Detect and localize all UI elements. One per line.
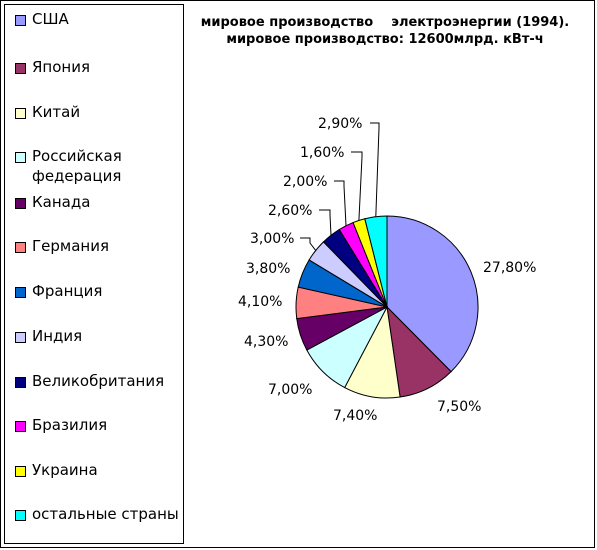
legend-swatch — [15, 242, 26, 253]
legend-item: Украина — [15, 460, 182, 480]
legend-label: Индия — [32, 327, 83, 345]
legend-swatch — [15, 287, 26, 298]
legend-swatch — [15, 63, 26, 74]
data-label: 27,80% — [483, 260, 536, 276]
data-label: 7,40% — [333, 408, 377, 424]
title-line-1: мировое производство электроэнергии (199… — [200, 15, 570, 30]
data-label: 1,60% — [300, 145, 344, 161]
legend-item: Канада — [15, 192, 182, 212]
legend-label: Бразилия — [32, 416, 108, 434]
title-line-2: мировое производство: 12600млрд. кВт-ч — [226, 32, 544, 47]
data-label: 3,80% — [246, 261, 290, 277]
leader-line — [370, 122, 380, 217]
leader-line — [300, 237, 317, 251]
data-label: 4,10% — [238, 294, 282, 310]
legend-label: Великобритания — [32, 372, 165, 390]
legend-label: Франция — [32, 282, 103, 300]
legend-item: США — [15, 9, 182, 29]
data-label: 7,00% — [268, 382, 312, 398]
legend-item: остальные страны — [15, 504, 182, 524]
data-label: 7,50% — [437, 399, 481, 415]
legend-swatch — [15, 332, 26, 343]
legend-label: США — [32, 10, 69, 28]
legend-swatch — [15, 466, 26, 477]
legend-item: Великобритания — [15, 371, 182, 391]
legend-swatch — [15, 421, 26, 432]
pie-slice — [386, 215, 479, 373]
legend-label: Япония — [32, 58, 90, 76]
legend-swatch — [15, 15, 26, 26]
legend-label: Украина — [32, 461, 98, 479]
legend-swatch — [15, 108, 26, 119]
data-label: 2,60% — [268, 203, 312, 219]
legend-item: Бразилия — [15, 415, 182, 435]
legend-label: Германия — [32, 237, 109, 255]
legend: США Япония Китай Российская федерация Канада… — [4, 4, 184, 544]
legend-swatch — [15, 198, 26, 209]
legend-label: остальные страны — [32, 505, 179, 523]
legend-item: Индия — [15, 326, 182, 346]
data-label: 4,30% — [244, 334, 288, 350]
legend-label: Китай — [32, 103, 81, 121]
data-label: 3,00% — [250, 231, 294, 247]
legend-swatch — [15, 510, 26, 521]
legend-item: Япония — [15, 57, 182, 77]
leader-line — [319, 209, 332, 236]
leader-line — [351, 151, 363, 221]
legend-swatch — [15, 152, 26, 163]
legend-item: Российская федерация — [15, 146, 182, 186]
legend-label: Канада — [32, 193, 91, 211]
data-label: 2,90% — [318, 116, 362, 132]
legend-item: Китай — [15, 102, 182, 122]
legend-item: Франция — [15, 281, 182, 301]
legend-swatch — [15, 377, 26, 388]
data-label: 2,00% — [283, 174, 327, 190]
legend-item: Германия — [15, 236, 182, 256]
legend-label: Российская федерация — [32, 147, 122, 185]
chart-title: мировое производство электроэнергии (199… — [190, 14, 580, 48]
leader-line — [334, 180, 347, 226]
